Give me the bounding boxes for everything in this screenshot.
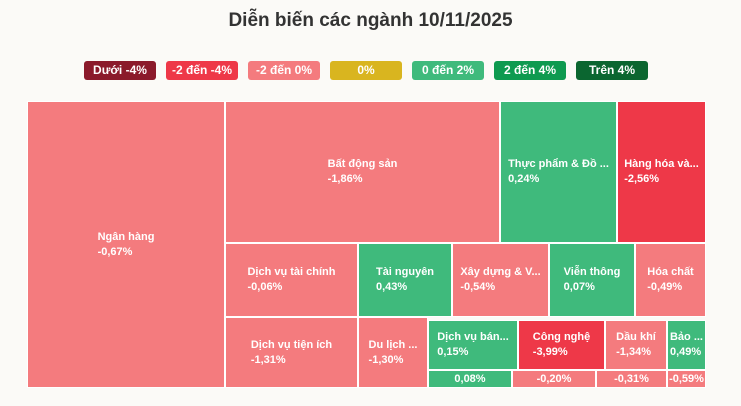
treemap-tile[interactable]: Công nghệ -3,99% — [518, 320, 605, 370]
tile-name: Viễn thông — [563, 266, 621, 278]
legend-item[interactable]: Dưới -4% — [84, 61, 156, 80]
tile-name: Bất động sản — [327, 158, 398, 170]
legend-item[interactable]: Trên 4% — [576, 61, 648, 80]
tile-change: 0,07% — [563, 281, 595, 293]
tile-change: 0,24% — [508, 173, 540, 185]
tile-change: -2,56% — [624, 173, 660, 185]
legend-item[interactable]: -2 đến -4% — [166, 61, 238, 80]
tile-name: Ngân hàng — [97, 230, 155, 243]
treemap-tile[interactable]: Viễn thông 0,07% — [549, 243, 635, 317]
tile-name: Tài nguyên — [375, 266, 435, 278]
treemap-tile[interactable]: Y tế-0,20% — [512, 370, 596, 388]
tile-name: Du lịch ... — [368, 338, 418, 351]
treemap-tile[interactable]: Tài nguyên 0,43% — [358, 243, 452, 317]
legend-item[interactable]: 0% — [330, 61, 402, 80]
tile-change: 0,43% — [375, 281, 408, 293]
tile-change: -0,67% — [97, 245, 133, 258]
tile-change: -1,34% — [616, 346, 651, 358]
tile-change: -1,86% — [327, 173, 363, 185]
treemap-tile[interactable]: Xây dựng & V... -0,54% — [452, 243, 549, 317]
treemap-tile[interactable]: Dịch vụ tài chính -0,06% — [225, 243, 358, 317]
tile-change: -3,99% — [532, 346, 568, 358]
legend-item[interactable]: 2 đến 4% — [494, 61, 566, 80]
tile-change: 0,15% — [437, 346, 469, 358]
treemap-tile[interactable]: Ngân hàng -0,67% — [27, 101, 225, 388]
tile-change: -0,06% — [247, 281, 283, 293]
tile-name: Hàng hóa và... — [624, 158, 699, 170]
tile-change: 0,08% — [454, 373, 486, 385]
treemap-tile[interactable]: Bảo ... 0,49% — [667, 320, 706, 370]
chart-title: Diễn biến các ngành 10/11/2025 — [228, 10, 513, 31]
legend-item[interactable]: 0 đến 2% — [412, 61, 484, 80]
tile-change: -0,54% — [460, 281, 496, 293]
tile-name: Xây dựng & V... — [460, 266, 541, 278]
tile-name: Thực phẩm & Đồ ... — [508, 158, 609, 170]
treemap-tile[interactable]: Dịch vụ bán... 0,15% — [428, 320, 518, 370]
tile-change: 0,49% — [669, 346, 702, 358]
legend-item[interactable]: -2 đến 0% — [248, 61, 320, 80]
treemap-tile[interactable]: Dịch vụ tiện ích -1,31% — [225, 317, 358, 388]
treemap-tile[interactable]: Du lịch ... -1,30% — [358, 317, 428, 388]
tile-change: -0,59% — [669, 373, 704, 385]
tile-change: -0,31% — [614, 373, 649, 385]
tile-name: Dịch vụ tài chính — [247, 266, 336, 278]
treemap-tile[interactable]: Hàng hóa và... -2,56% — [617, 101, 706, 243]
legend: Dưới -4% -2 đến -4% -2 đến 0% 0% 0 đến 2% 2 đ… — [84, 61, 648, 80]
tile-name: Dầu khí — [616, 331, 656, 343]
tile-change: -1,30% — [368, 353, 404, 366]
treemap-tile[interactable]: Đồ dùng c...-0,31% — [596, 370, 667, 388]
treemap-tile[interactable]: Phươ...-0,59% — [667, 370, 706, 388]
treemap-tile[interactable]: Dầu khí -1,34% — [605, 320, 667, 370]
tile-change: -1,31% — [250, 353, 286, 366]
tile-name: Công nghệ — [532, 331, 591, 343]
tile-name: Dịch vụ tiện ích — [250, 338, 333, 351]
treemap-tile[interactable]: Bất động sản -1,86% — [225, 101, 500, 243]
treemap-tile[interactable]: Hóa chất -0,49% — [635, 243, 706, 317]
tile-name: Bảo ... — [669, 331, 703, 343]
tile-name: Hóa chất — [647, 266, 694, 278]
tile-name: Dịch vụ bán... — [437, 331, 509, 343]
treemap-tile[interactable]: Thực phẩm & Đồ ... 0,24% — [500, 101, 617, 243]
tile-change: -0,49% — [647, 281, 683, 293]
tile-change: -0,20% — [536, 373, 572, 385]
treemap-tile[interactable]: Ôtô & linh ...0,08% — [428, 370, 512, 388]
